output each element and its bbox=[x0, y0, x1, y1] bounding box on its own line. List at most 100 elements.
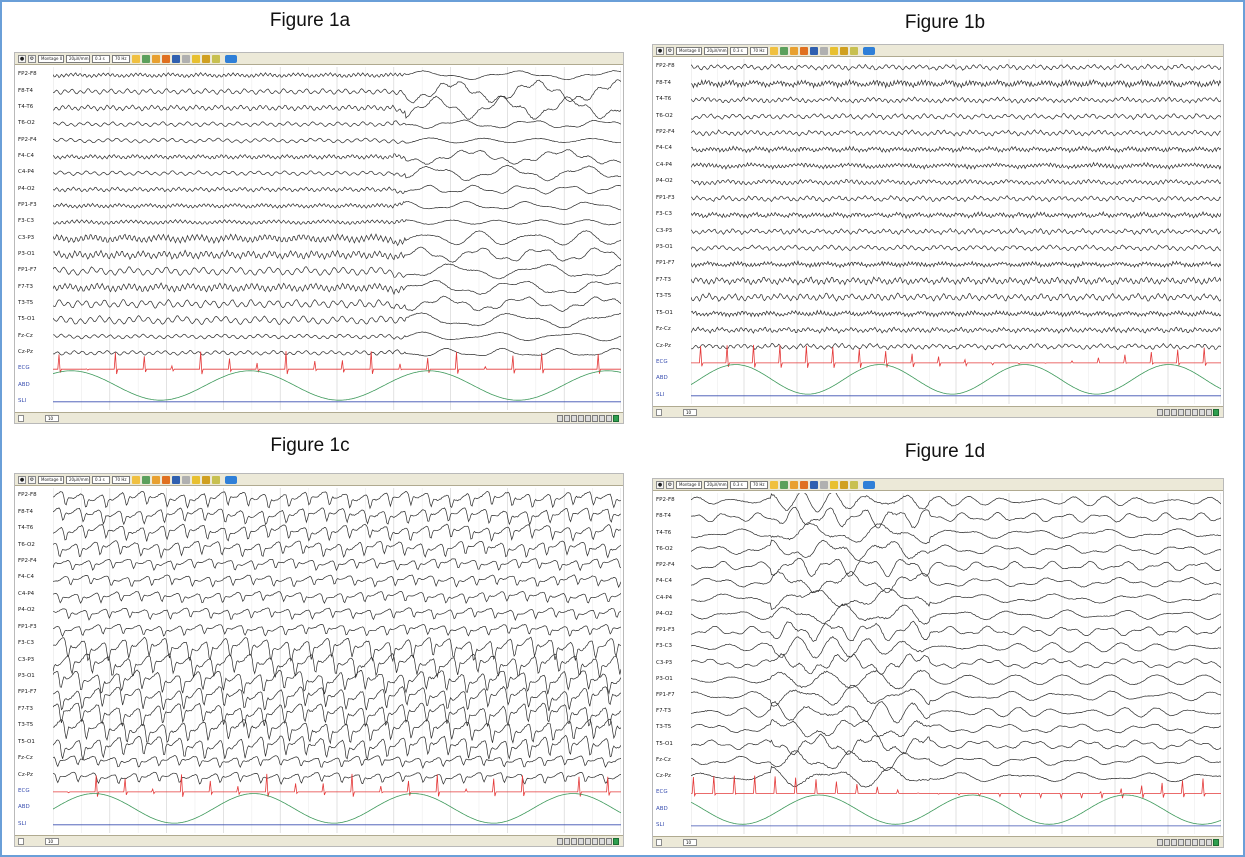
high-filter-select[interactable]: 70 Hz bbox=[750, 480, 768, 489]
prev-page-button[interactable] bbox=[1164, 839, 1170, 846]
next-button[interactable] bbox=[1192, 839, 1198, 846]
camera-icon[interactable] bbox=[820, 480, 828, 489]
next-page-button[interactable] bbox=[1199, 839, 1205, 846]
eye-icon[interactable] bbox=[790, 480, 798, 489]
time-field[interactable] bbox=[18, 838, 24, 845]
eye-icon[interactable] bbox=[152, 54, 160, 63]
record-button[interactable]: ● bbox=[18, 475, 26, 484]
camera-icon[interactable] bbox=[820, 46, 828, 55]
back-button[interactable] bbox=[1171, 839, 1177, 846]
last-page-button[interactable] bbox=[1206, 839, 1212, 846]
first-page-button[interactable] bbox=[557, 415, 563, 422]
back-button[interactable] bbox=[1171, 409, 1177, 416]
save-icon[interactable] bbox=[202, 54, 210, 63]
marker-icon[interactable] bbox=[830, 480, 838, 489]
next-button[interactable] bbox=[592, 838, 598, 845]
play-button[interactable] bbox=[1185, 409, 1191, 416]
time-constant-select[interactable]: 0.3 s bbox=[92, 54, 110, 63]
chat-icon[interactable] bbox=[225, 475, 237, 484]
last-page-button[interactable] bbox=[1206, 409, 1212, 416]
save-icon[interactable] bbox=[202, 475, 210, 484]
lines-icon[interactable] bbox=[780, 46, 788, 55]
settings-button[interactable]: ⚙ bbox=[28, 475, 36, 484]
prev-page-button[interactable] bbox=[564, 838, 570, 845]
last-page-button[interactable] bbox=[606, 838, 612, 845]
pause-icon[interactable] bbox=[810, 480, 818, 489]
time-constant-select[interactable]: 0.3 s bbox=[730, 46, 748, 55]
time-field[interactable] bbox=[656, 839, 662, 846]
clock-icon[interactable] bbox=[162, 475, 170, 484]
back-button[interactable] bbox=[571, 838, 577, 845]
camera-icon[interactable] bbox=[182, 475, 190, 484]
play-button[interactable] bbox=[1185, 839, 1191, 846]
pause-icon[interactable] bbox=[172, 475, 180, 484]
play-button[interactable] bbox=[585, 838, 591, 845]
montage-select[interactable]: Montage 0 bbox=[38, 54, 64, 63]
clock-icon[interactable] bbox=[800, 480, 808, 489]
play-back-button[interactable] bbox=[1178, 409, 1184, 416]
record-button[interactable]: ● bbox=[18, 54, 26, 63]
next-page-button[interactable] bbox=[599, 415, 605, 422]
go-button[interactable] bbox=[613, 838, 619, 845]
clock-icon[interactable] bbox=[162, 54, 170, 63]
montage-select[interactable]: Montage 0 bbox=[38, 475, 64, 484]
marker-icon[interactable] bbox=[192, 54, 200, 63]
prev-page-button[interactable] bbox=[564, 415, 570, 422]
high-filter-select[interactable]: 70 Hz bbox=[112, 475, 130, 484]
settings-button[interactable]: ⚙ bbox=[666, 46, 674, 55]
high-filter-select[interactable]: 70 Hz bbox=[750, 46, 768, 55]
play-back-button[interactable] bbox=[578, 415, 584, 422]
pause-icon[interactable] bbox=[172, 54, 180, 63]
lines-icon[interactable] bbox=[780, 480, 788, 489]
settings-button[interactable]: ⚙ bbox=[666, 480, 674, 489]
high-filter-select[interactable]: 70 Hz bbox=[112, 54, 130, 63]
time-constant-select[interactable]: 0.3 s bbox=[92, 475, 110, 484]
record-button[interactable]: ● bbox=[656, 46, 664, 55]
play-back-button[interactable] bbox=[1178, 839, 1184, 846]
sensitivity-select[interactable]: 20µV/mm bbox=[66, 54, 90, 63]
play-back-button[interactable] bbox=[578, 838, 584, 845]
first-page-button[interactable] bbox=[1157, 839, 1163, 846]
camera-icon[interactable] bbox=[182, 54, 190, 63]
grid-icon[interactable] bbox=[132, 475, 140, 484]
first-page-button[interactable] bbox=[557, 838, 563, 845]
lines-icon[interactable] bbox=[142, 54, 150, 63]
go-button[interactable] bbox=[1213, 409, 1219, 416]
go-button[interactable] bbox=[1213, 839, 1219, 846]
lines-icon[interactable] bbox=[142, 475, 150, 484]
print-icon[interactable] bbox=[850, 46, 858, 55]
next-button[interactable] bbox=[592, 415, 598, 422]
grid-icon[interactable] bbox=[132, 54, 140, 63]
page-length-select[interactable]: 10 s bbox=[683, 409, 697, 417]
time-field[interactable] bbox=[18, 415, 24, 422]
montage-select[interactable]: Montage 0 bbox=[676, 480, 702, 489]
print-icon[interactable] bbox=[850, 480, 858, 489]
eye-icon[interactable] bbox=[152, 475, 160, 484]
grid-icon[interactable] bbox=[770, 46, 778, 55]
page-length-select[interactable]: 10 s bbox=[45, 838, 59, 846]
page-length-select[interactable]: 10 s bbox=[683, 839, 697, 847]
chat-icon[interactable] bbox=[863, 46, 875, 55]
play-button[interactable] bbox=[585, 415, 591, 422]
next-page-button[interactable] bbox=[599, 838, 605, 845]
page-length-select[interactable]: 10 s bbox=[45, 415, 59, 423]
sensitivity-select[interactable]: 20µV/mm bbox=[66, 475, 90, 484]
next-page-button[interactable] bbox=[1199, 409, 1205, 416]
pause-icon[interactable] bbox=[810, 46, 818, 55]
last-page-button[interactable] bbox=[606, 415, 612, 422]
settings-button[interactable]: ⚙ bbox=[28, 54, 36, 63]
time-field[interactable] bbox=[656, 409, 662, 416]
montage-select[interactable]: Montage 0 bbox=[676, 46, 702, 55]
marker-icon[interactable] bbox=[192, 475, 200, 484]
save-icon[interactable] bbox=[840, 480, 848, 489]
chat-icon[interactable] bbox=[863, 480, 875, 489]
record-button[interactable]: ● bbox=[656, 480, 664, 489]
sensitivity-select[interactable]: 20µV/mm bbox=[704, 46, 728, 55]
go-button[interactable] bbox=[613, 415, 619, 422]
sensitivity-select[interactable]: 20µV/mm bbox=[704, 480, 728, 489]
grid-icon[interactable] bbox=[770, 480, 778, 489]
chat-icon[interactable] bbox=[225, 54, 237, 63]
next-button[interactable] bbox=[1192, 409, 1198, 416]
prev-page-button[interactable] bbox=[1164, 409, 1170, 416]
print-icon[interactable] bbox=[212, 475, 220, 484]
